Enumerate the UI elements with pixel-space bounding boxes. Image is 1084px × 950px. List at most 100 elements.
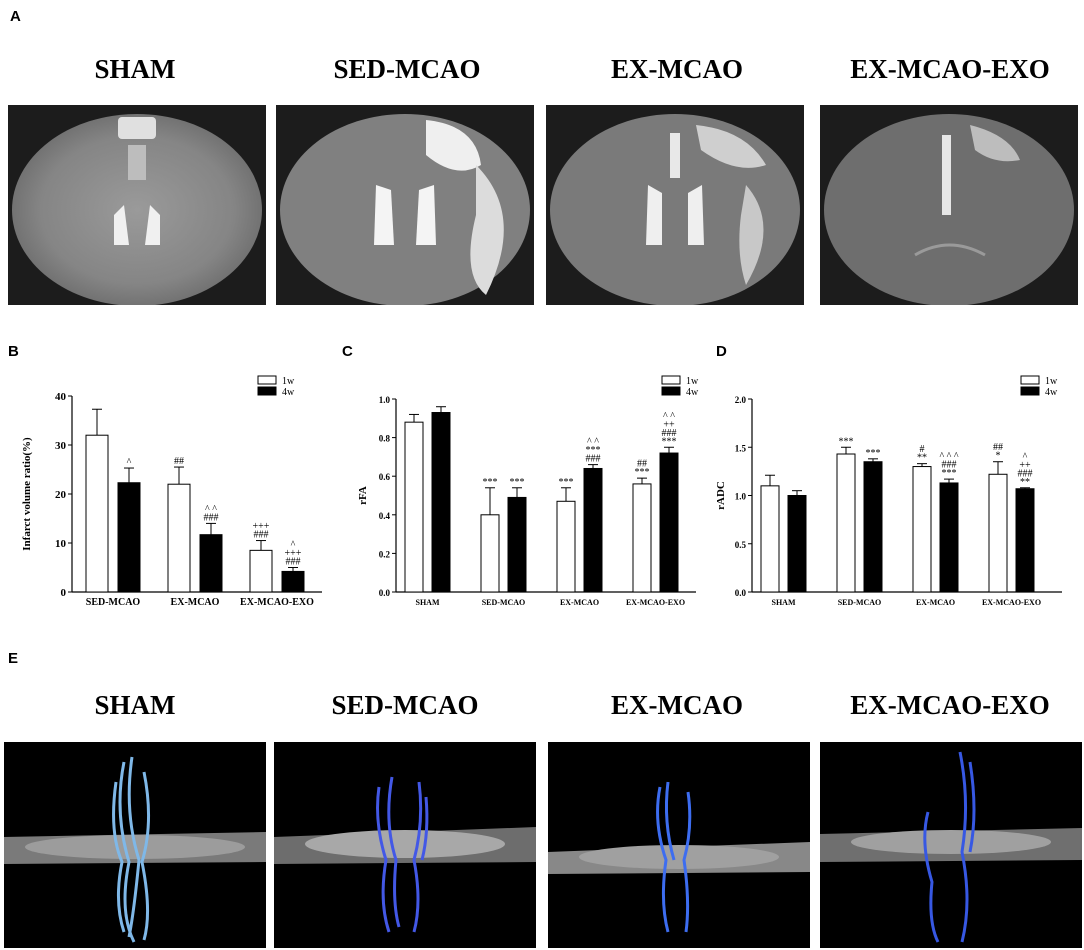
- bar: [507, 496, 527, 593]
- significance-label: +++: [253, 521, 270, 532]
- bar: [480, 514, 500, 593]
- legend-swatch: [257, 375, 277, 385]
- x-tick-label: EX-MCAO: [171, 597, 220, 608]
- bar: [404, 421, 424, 593]
- mri-label-sham: SHAM: [94, 54, 176, 84]
- mri-label-sed-mcao: SED-MCAO: [333, 54, 481, 84]
- y-tick-label: 1.0: [735, 492, 747, 502]
- significance-label: ***: [866, 448, 881, 459]
- y-tick-label: 20: [55, 489, 67, 501]
- chart-radc: 0.00.51.01.52.0rADCSHAM******SED-MCAO#**…: [716, 375, 1062, 607]
- significance-label: ^: [1023, 451, 1028, 462]
- y-tick-label: 1.0: [379, 395, 391, 405]
- y-tick-label: 0.2: [379, 549, 391, 559]
- legend-label: 4w: [1045, 387, 1058, 398]
- dti-image-sed-mcao: [274, 742, 536, 948]
- dti-label-sham: SHAM: [94, 690, 176, 720]
- panel-label-e: E: [8, 650, 19, 667]
- panel-label-c: C: [342, 343, 353, 360]
- bar: [760, 485, 780, 593]
- y-tick-label: 0.0: [379, 588, 391, 598]
- significance-label: ***: [586, 445, 601, 456]
- significance-label: #: [920, 444, 925, 455]
- bar: [431, 412, 451, 593]
- mri-label-ex-mcao: EX-MCAO: [611, 54, 743, 84]
- y-tick-label: 0.6: [379, 472, 391, 482]
- significance-label: ^ ^: [587, 437, 599, 448]
- significance-label: ***: [662, 436, 677, 447]
- bar: [85, 434, 109, 593]
- dti-label-sed-mcao: SED-MCAO: [331, 690, 479, 720]
- y-tick-label: 0.4: [379, 511, 391, 521]
- legend-swatch: [1020, 375, 1040, 385]
- legend-swatch: [1020, 386, 1040, 396]
- x-tick-label: EX-MCAO-EXO: [982, 598, 1041, 607]
- y-axis-label: rADC: [716, 481, 727, 510]
- significance-label: ###: [662, 428, 677, 439]
- significance-label: ***: [942, 468, 957, 479]
- significance-label: ^: [291, 540, 296, 551]
- y-tick-label: 2.0: [735, 395, 747, 405]
- mri-label-ex-mcao-exo: EX-MCAO-EXO: [850, 54, 1050, 84]
- y-axis-label: Infarct volume ratio(%): [21, 437, 33, 551]
- significance-label: *: [996, 451, 1001, 462]
- significance-label: ###: [204, 512, 219, 523]
- bar: [659, 452, 679, 593]
- legend-swatch: [661, 375, 681, 385]
- mri-image-ex-mcao-exo: [820, 105, 1078, 305]
- significance-label: ++: [1019, 460, 1031, 471]
- legend-label: 1w: [1045, 376, 1058, 387]
- significance-label: ###: [1018, 468, 1033, 479]
- significance-label: ^: [127, 457, 132, 468]
- y-tick-label: 0: [61, 587, 67, 599]
- legend-label: 1w: [282, 376, 295, 387]
- x-tick-label: EX-MCAO-EXO: [240, 597, 314, 608]
- legend-swatch: [257, 386, 277, 396]
- significance-label: ***: [839, 436, 854, 447]
- bar: [1015, 488, 1035, 593]
- bar: [787, 495, 807, 593]
- significance-label: ^ ^: [663, 411, 675, 422]
- significance-label: ##: [174, 456, 184, 467]
- mri-image-sham: [8, 105, 266, 305]
- dti-label-ex-mcao: EX-MCAO: [611, 690, 743, 720]
- bar: [583, 467, 603, 593]
- legend-swatch: [661, 386, 681, 396]
- bar: [863, 461, 883, 593]
- y-tick-label: 10: [55, 538, 67, 550]
- bar: [249, 549, 273, 593]
- panel-label-a: A: [10, 8, 21, 25]
- x-tick-label: EX-MCAO-EXO: [626, 598, 685, 607]
- chart-rfa: 0.0 0.2 0.4 0.6 0.8 1.0 rFA SHAM *** *** SED-MCAO *…: [357, 375, 699, 607]
- y-tick-label: 0.8: [379, 434, 391, 444]
- significance-label: ***: [483, 477, 498, 488]
- chart-infarct-volume: 0 10 20 30 40 Infarct volume ratio(%) ^ SED-MCA…: [21, 375, 322, 608]
- y-tick-label: 30: [55, 440, 67, 452]
- x-tick-label: SED-MCAO: [838, 598, 882, 607]
- significance-label: ^ ^: [205, 504, 217, 515]
- legend-label: 1w: [686, 376, 699, 387]
- significance-label: **: [917, 453, 927, 464]
- significance-label: ***: [510, 477, 525, 488]
- bar: [556, 500, 576, 593]
- panel-label-d: D: [716, 343, 727, 360]
- significance-label: ###: [586, 454, 601, 465]
- x-tick-label: EX-MCAO: [916, 598, 955, 607]
- significance-label: +++: [285, 548, 302, 559]
- mri-image-ex-mcao: [546, 105, 804, 305]
- bar: [939, 482, 959, 593]
- bar: [117, 482, 141, 593]
- significance-label: ***: [635, 467, 650, 478]
- significance-label: ***: [559, 477, 574, 488]
- x-tick-label: SED-MCAO: [482, 598, 526, 607]
- legend-label: 4w: [686, 387, 699, 398]
- significance-label: **: [1020, 477, 1030, 488]
- dti-label-ex-mcao-exo: EX-MCAO-EXO: [850, 690, 1050, 720]
- bar: [836, 453, 856, 593]
- dti-image-ex-mcao-exo: [820, 742, 1082, 948]
- y-axis-label: rFA: [357, 486, 369, 505]
- significance-label: ^ ^ ^: [939, 451, 958, 462]
- bar: [281, 570, 305, 593]
- y-tick-label: 0.0: [735, 588, 747, 598]
- significance-label: ###: [254, 530, 269, 541]
